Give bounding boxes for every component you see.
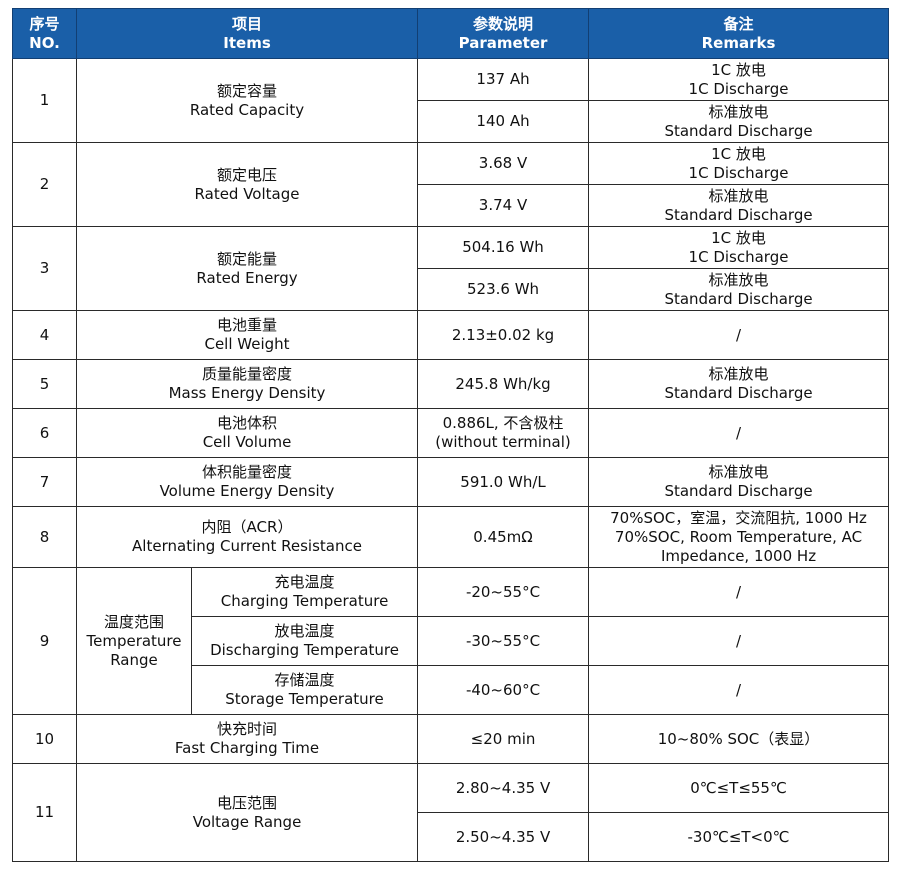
remark: 1C 放电 1C Discharge — [588, 142, 890, 185]
item-name: 额定电压 Rated Voltage — [75, 142, 419, 227]
item-name: 快充时间 Fast Charging Time — [75, 714, 419, 764]
header-no: 序号 NO. — [12, 8, 77, 59]
table-row: 2 额定电压 Rated Voltage 3.68 V 1C 放电 1C Disch… — [12, 142, 890, 227]
remark: 10~80% SOC（表显） — [588, 714, 890, 764]
parameter-value: 140 Ah — [417, 100, 590, 143]
item-name: 额定容量 Rated Capacity — [75, 58, 419, 143]
parameter-value: 523.6 Wh — [417, 268, 590, 311]
remark: / — [588, 310, 890, 360]
row-number: 3 — [12, 226, 77, 311]
header-row: 序号 NO. 项目 Items 参数说明 Parameter 备注 Remarks — [12, 8, 890, 59]
table-row: 6 电池体积 Cell Volume 0.886L, 不含极柱 (without t… — [12, 408, 890, 458]
row-number: 5 — [12, 359, 77, 409]
table-row: 3.74 V 标准放电 Standard Discharge — [13, 184, 890, 227]
parameter-value: 3.74 V — [417, 184, 590, 227]
parameter-value: -30~55°C — [417, 616, 590, 666]
table-row: 10 快充时间 Fast Charging Time ≤20 min 10~80%… — [12, 714, 890, 764]
parameter-value: -20~55°C — [417, 567, 590, 617]
remark: / — [588, 567, 890, 617]
parameter-value: 137 Ah — [417, 58, 590, 101]
table-row: 放电温度 Discharging Temperature -30~55°C / — [13, 616, 890, 666]
sub-item-name: 存储温度 Storage Temperature — [190, 665, 419, 715]
item-name: 电池体积 Cell Volume — [75, 408, 419, 458]
sub-item-name: 放电温度 Discharging Temperature — [190, 616, 419, 666]
row-number: 10 — [12, 714, 77, 764]
parameter-value: ≤20 min — [417, 714, 590, 764]
table-row: 1 额定容量 Rated Capacity 137 Ah 1C 放电 1C Disc… — [12, 58, 890, 143]
parameter-value: 3.68 V — [417, 142, 590, 185]
item-name: 电压范围 Voltage Range — [75, 763, 419, 862]
sub-item-name: 充电温度 Charging Temperature — [190, 567, 419, 617]
remark: / — [588, 408, 890, 458]
item-name: 额定能量 Rated Energy — [75, 226, 419, 311]
parameter-value: 0.45mΩ — [417, 506, 590, 568]
parameter-value: 245.8 Wh/kg — [417, 359, 590, 409]
row-number: 2 — [12, 142, 77, 227]
table-row: 4 电池重量 Cell Weight 2.13±0.02 kg / — [12, 310, 890, 360]
table-row: 7 体积能量密度 Volume Energy Density 591.0 Wh/L… — [12, 457, 890, 507]
row-number: 1 — [12, 58, 77, 143]
row-number: 6 — [12, 408, 77, 458]
table-row: 3 额定能量 Rated Energy 504.16 Wh 1C 放电 1C Dis… — [12, 226, 890, 311]
remark: 标准放电 Standard Discharge — [588, 100, 890, 143]
row-number: 7 — [12, 457, 77, 507]
spec-table: 序号 NO. 项目 Items 参数说明 Parameter 备注 Remarks 1 … — [12, 8, 890, 862]
row-number: 4 — [12, 310, 77, 360]
remark: / — [588, 616, 890, 666]
parameter-value: 591.0 Wh/L — [417, 457, 590, 507]
row-number: 9 — [12, 567, 77, 715]
remark: 标准放电 Standard Discharge — [588, 359, 890, 409]
parameter-value: 504.16 Wh — [417, 226, 590, 269]
table-row: 5 质量能量密度 Mass Energy Density 245.8 Wh/kg … — [12, 359, 890, 409]
parameter-value: 2.50~4.35 V — [417, 812, 590, 862]
item-name: 电池重量 Cell Weight — [75, 310, 419, 360]
header-remarks: 备注 Remarks — [588, 8, 890, 59]
table-row: 11 电压范围 Voltage Range 2.80~4.35 V 0℃≤T≤55… — [12, 763, 890, 862]
header-parameter: 参数说明 Parameter — [417, 8, 590, 59]
table-row: 2.50~4.35 V -30℃≤T<0℃ — [13, 812, 890, 862]
remark: 1C 放电 1C Discharge — [588, 226, 890, 269]
parameter-value: 0.886L, 不含极柱 (without terminal) — [417, 408, 590, 458]
remark: / — [588, 665, 890, 715]
table-row: 8 内阻（ACR） Alternating Current Resistance … — [12, 506, 890, 568]
item-name: 体积能量密度 Volume Energy Density — [75, 457, 419, 507]
parameter-value: 2.13±0.02 kg — [417, 310, 590, 360]
table-row: 523.6 Wh 标准放电 Standard Discharge — [13, 268, 890, 311]
parameter-value: 2.80~4.35 V — [417, 763, 590, 813]
remark: -30℃≤T<0℃ — [588, 812, 890, 862]
parameter-value: -40~60°C — [417, 665, 590, 715]
remark: 70%SOC，室温，交流阻抗, 1000 Hz 70%SOC, Room Temp… — [588, 506, 890, 568]
item-name: 质量能量密度 Mass Energy Density — [75, 359, 419, 409]
table-row: 140 Ah 标准放电 Standard Discharge — [13, 100, 890, 143]
header-items: 项目 Items — [75, 8, 419, 59]
item-name: 内阻（ACR） Alternating Current Resistance — [75, 506, 419, 568]
table-row: 9 温度范围 Temperature Range 充电温度 Charging Temp… — [12, 567, 890, 715]
remark: 1C 放电 1C Discharge — [588, 58, 890, 101]
remark: 标准放电 Standard Discharge — [588, 184, 890, 227]
row-number: 11 — [12, 763, 77, 862]
remark: 0℃≤T≤55℃ — [588, 763, 890, 813]
remark: 标准放电 Standard Discharge — [588, 457, 890, 507]
remark: 标准放电 Standard Discharge — [588, 268, 890, 311]
item-name: 温度范围 Temperature Range — [76, 567, 192, 715]
row-number: 8 — [12, 506, 77, 568]
